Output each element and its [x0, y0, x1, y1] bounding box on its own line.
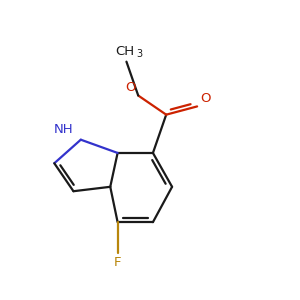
Text: F: F [114, 256, 122, 269]
Text: O: O [200, 92, 211, 105]
Text: 3: 3 [136, 49, 142, 59]
Text: CH: CH [116, 45, 134, 58]
Text: O: O [125, 81, 135, 94]
Text: NH: NH [54, 123, 74, 136]
